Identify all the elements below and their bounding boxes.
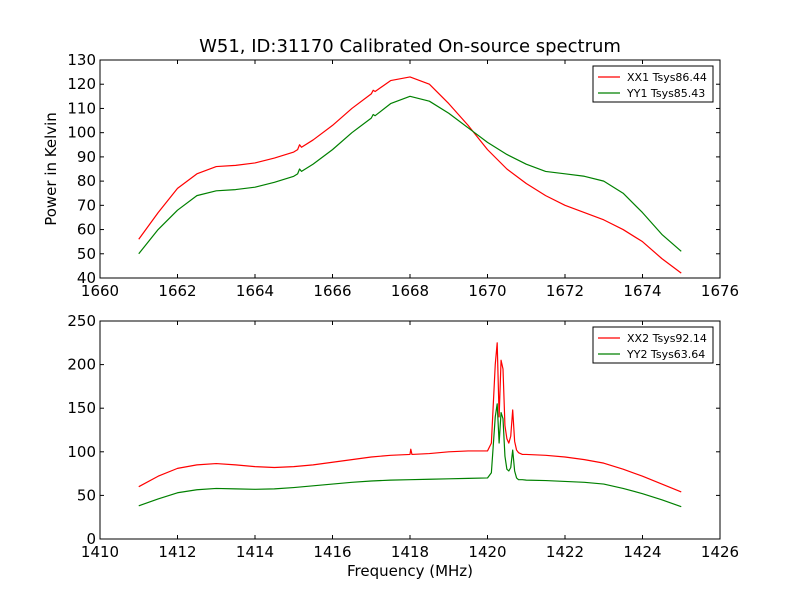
- x-tick-label: 1418: [391, 543, 429, 561]
- y-tick-label: 120: [67, 75, 96, 93]
- y-tick-label: 150: [67, 399, 96, 417]
- x-tick-label: 1662: [158, 282, 196, 300]
- y-tick-label: 110: [67, 99, 96, 117]
- series-line-2: [138, 403, 682, 508]
- legend-box: [592, 326, 714, 364]
- y-tick-label: 50: [77, 486, 96, 504]
- chart-2: 1410 1412 1414 1416 1418 1420 1422 1424 1426 0 50 1…: [67, 312, 739, 580]
- x-tick-label: 1412: [158, 543, 196, 561]
- y-tick-label: 60: [77, 221, 96, 239]
- x-tick-label: 1660: [81, 282, 119, 300]
- y-tick-label: 100: [67, 124, 96, 142]
- legend-label-1: XX2 Tsys92.14: [627, 332, 707, 345]
- legend-label-1: XX1 Tsys86.44: [627, 71, 707, 84]
- x-tick-label: 1664: [236, 282, 274, 300]
- x-tick-label: 1414: [236, 543, 274, 561]
- y-tick-label: 90: [77, 148, 96, 166]
- y-tick-label: 40: [77, 269, 96, 287]
- x-tick-label: 1670: [468, 282, 506, 300]
- x-tick-label: 1666: [313, 282, 351, 300]
- chart-title: W51, ID:31170 Calibrated On-source spect…: [199, 36, 621, 57]
- y-axis-label: Power in Kelvin: [42, 112, 60, 226]
- y-tick-label: 100: [67, 443, 96, 461]
- y-tick-label: 130: [67, 51, 96, 69]
- y-tick-label: 200: [67, 356, 96, 374]
- y-tick-label: 70: [77, 196, 96, 214]
- legend-label-2: YY2 Tsys63.64: [626, 348, 705, 361]
- x-tick-label: 1410: [81, 543, 119, 561]
- legend-label-2: YY1 Tsys85.43: [626, 87, 705, 100]
- x-tick-label: 1672: [546, 282, 584, 300]
- legend-box: [592, 65, 714, 103]
- series-line-1: [138, 342, 682, 493]
- legend: XX1 Tsys86.44 YY1 Tsys85.43: [592, 65, 714, 103]
- x-tick-label: 1668: [391, 282, 429, 300]
- y-tick-label: 250: [67, 312, 96, 330]
- x-tick-label: 1424: [623, 543, 661, 561]
- y-tick-label: 0: [86, 530, 96, 548]
- x-tick-label: 1674: [623, 282, 661, 300]
- x-tick-label: 1416: [313, 543, 351, 561]
- x-tick-label: 1420: [468, 543, 506, 561]
- x-tick-label: 1676: [701, 282, 739, 300]
- x-tick-label: 1426: [701, 543, 739, 561]
- y-tick-label: 80: [77, 172, 96, 190]
- legend: XX2 Tsys92.14 YY2 Tsys63.64: [592, 326, 714, 364]
- x-tick-label: 1422: [546, 543, 584, 561]
- series-line-2: [138, 95, 682, 255]
- series-line-1: [138, 76, 682, 274]
- y-tick-label: 50: [77, 245, 96, 263]
- x-axis-label: Frequency (MHz): [347, 562, 473, 580]
- chart-1: 1660 1662 1664 1666 1668 1670 1672 1674 1676 40 50…: [42, 36, 739, 300]
